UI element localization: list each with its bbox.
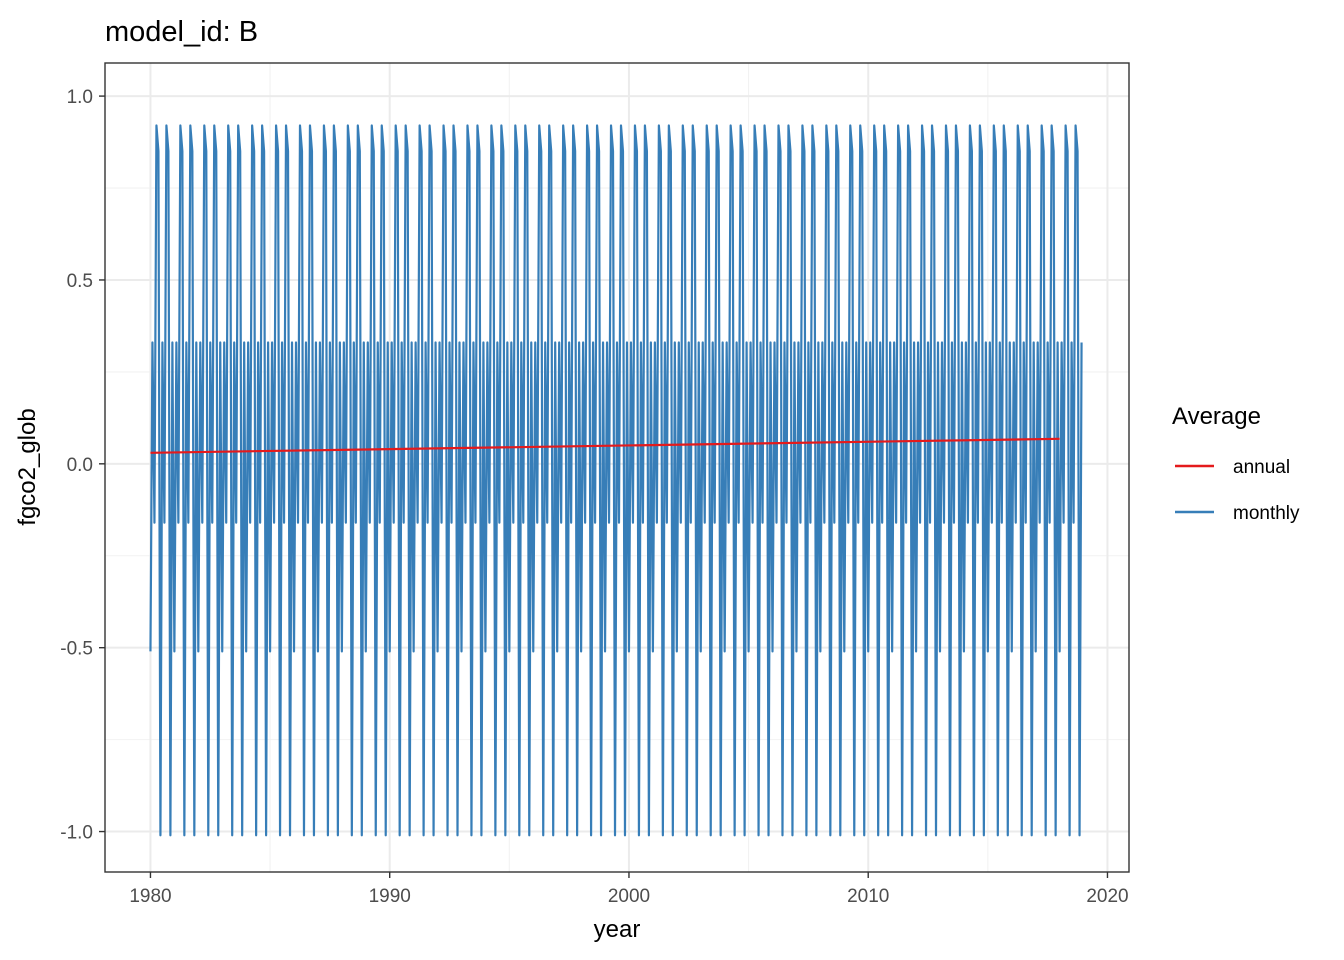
y-tick-label: -1.0	[60, 823, 93, 844]
legend-label-monthly: monthly	[1233, 503, 1300, 524]
plot-data	[149, 124, 1083, 837]
x-tick-label: 1990	[369, 886, 411, 907]
series-line-monthly	[149, 124, 1083, 837]
x-tick-label: 2020	[1086, 886, 1128, 907]
chart-title: model_id: B	[105, 16, 258, 48]
y-tick-label: 1.0	[67, 87, 93, 108]
axes: 1980 1990 2000 2010 2020 1.0 0.5 0.0 -0.5 -1.0	[60, 87, 1128, 907]
x-axis-title: year	[594, 916, 641, 943]
y-tick-label: 0.5	[67, 271, 93, 292]
y-axis-title: fgco2_glob	[14, 408, 41, 525]
x-tick-label: 1980	[129, 886, 171, 907]
plot-panel-border	[104, 62, 1130, 873]
x-tick-label: 2010	[847, 886, 889, 907]
x-tick-label: 2000	[608, 886, 650, 907]
y-tick-label: -0.5	[60, 639, 93, 660]
legend: Average annual monthly	[1172, 403, 1300, 524]
series-line-annual	[150, 437, 1060, 454]
legend-title: Average	[1172, 403, 1261, 430]
legend-label-annual: annual	[1233, 457, 1290, 478]
y-tick-label: 0.0	[67, 455, 93, 476]
